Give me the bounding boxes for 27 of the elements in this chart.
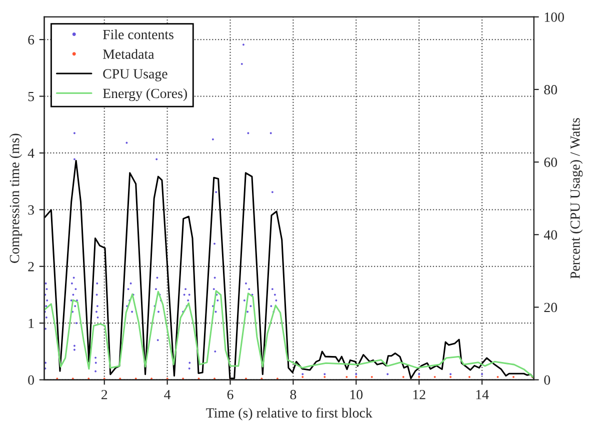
- x-axis-title: Time (s) relative to first block: [206, 408, 372, 420]
- y2-tick-label: 40: [544, 230, 558, 240]
- y-tick-label: 2: [28, 262, 34, 272]
- y-tick-label: 4: [28, 148, 34, 158]
- x-tick-label: 6: [227, 390, 234, 400]
- y-axis-title: Compression time (ms): [9, 134, 22, 263]
- x-tick-label: 12: [413, 390, 426, 400]
- legend-label: File contents: [102, 29, 174, 40]
- y2-tick-label: 20: [544, 302, 558, 312]
- x-tick-label: 4: [164, 390, 171, 400]
- y2-tick-label: 100: [544, 12, 564, 22]
- y-tick-label: 3: [28, 205, 34, 215]
- y-tick-label: 0: [28, 375, 34, 385]
- x-tick-label: 2: [102, 390, 108, 400]
- x-tick-label: 8: [290, 390, 296, 400]
- y2-axis-title: Percent (CPU Usage) / Watts: [570, 118, 583, 279]
- legend-label: CPU Usage: [103, 69, 168, 82]
- x-tick-label: 14: [476, 390, 489, 400]
- legend-label: Metadata: [102, 49, 154, 59]
- x-tick-label: 10: [350, 390, 363, 400]
- y2-tick-label: 60: [544, 158, 558, 168]
- y-tick-label: 1: [28, 318, 34, 328]
- y2-tick-label: 80: [544, 85, 558, 94]
- y-tick-label: 6: [28, 35, 34, 45]
- y-tick-label: 5: [28, 92, 34, 102]
- legend-label: Energy (Cores): [102, 88, 187, 102]
- y2-tick-label: 0: [544, 375, 550, 385]
